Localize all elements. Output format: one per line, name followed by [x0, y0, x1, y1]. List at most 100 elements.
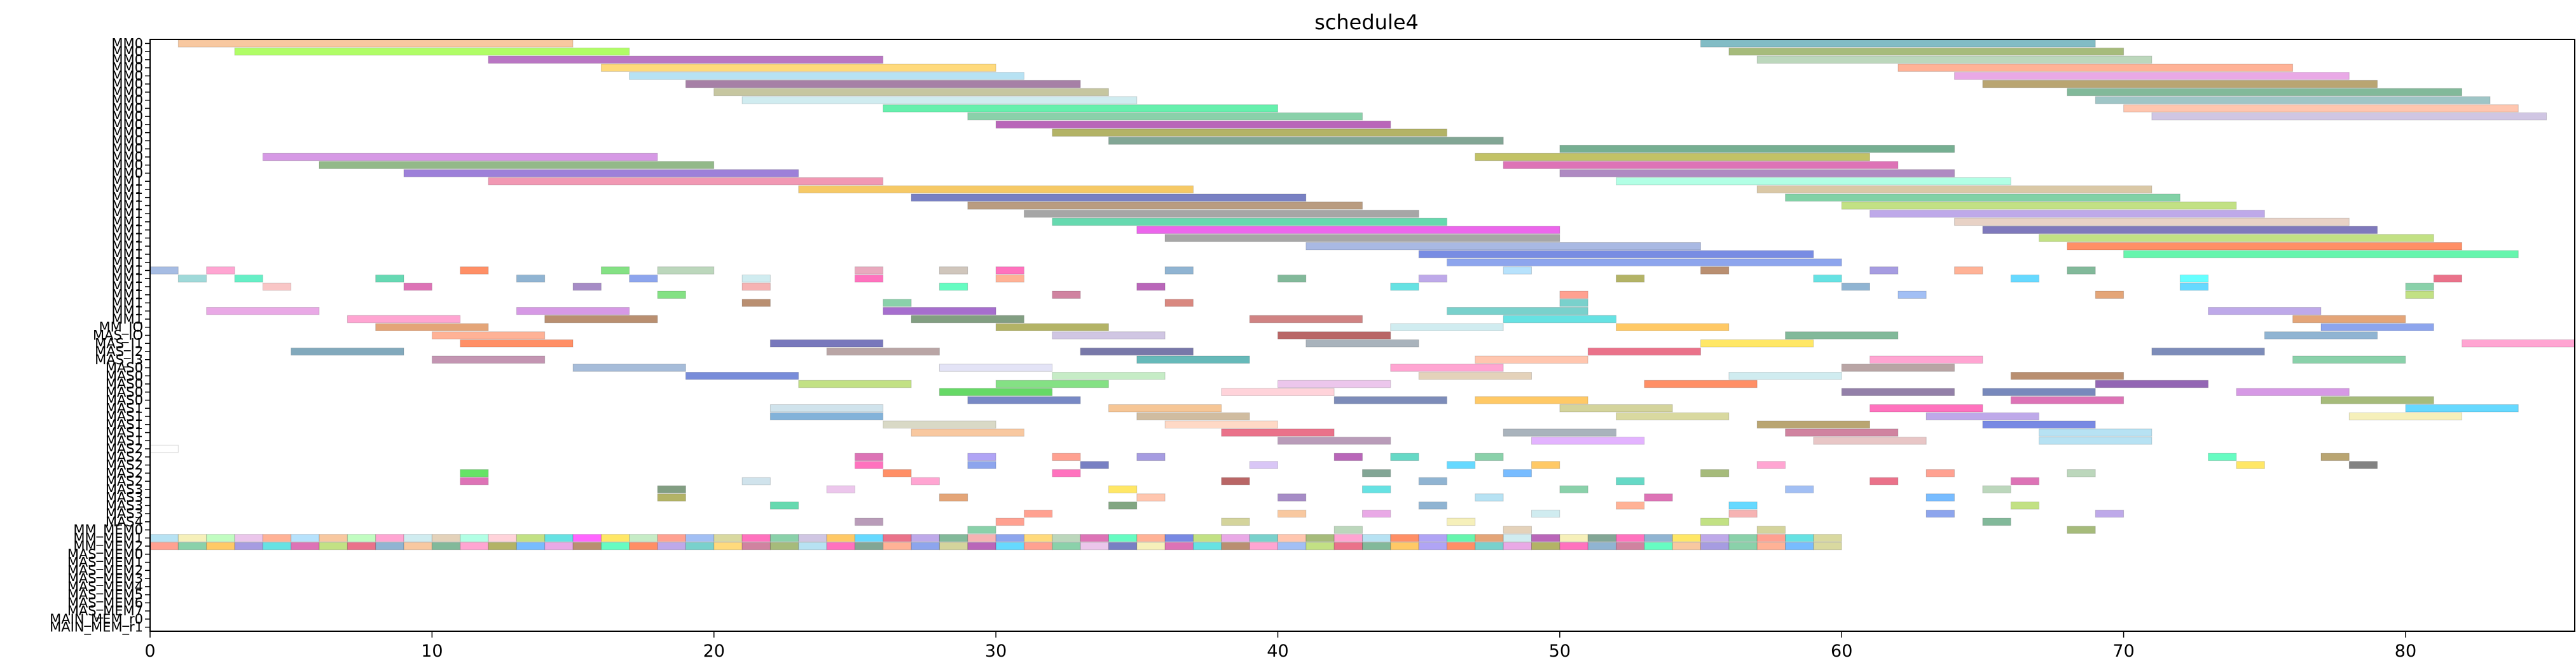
task-bar	[177, 534, 207, 542]
task-bar	[572, 282, 602, 291]
y-tick-label: MAIN_MEM_r0	[50, 612, 143, 627]
y-tick-label: MAIN_MEM_r1	[50, 620, 143, 636]
x-tick-label: 20	[703, 641, 725, 661]
y-tick-label: MAS0	[106, 376, 143, 392]
task-bar	[1503, 534, 1532, 542]
task-bar	[1925, 412, 2039, 421]
task-bar	[967, 461, 996, 469]
task-bar	[1644, 493, 1673, 502]
task-bar	[883, 469, 912, 477]
y-tick-label: MM1	[111, 296, 143, 311]
task-bar	[375, 275, 404, 283]
task-bar	[1052, 128, 1448, 137]
task-bar	[516, 534, 546, 542]
y-tick-label: MM0	[111, 76, 143, 92]
task-bar	[1475, 355, 1588, 364]
task-bar	[1333, 396, 1447, 404]
task-bar	[1052, 217, 1448, 226]
task-bar	[1052, 291, 1081, 299]
task-bar	[1362, 509, 1391, 518]
task-bar	[1756, 185, 2152, 194]
task-bar	[1362, 485, 1391, 494]
y-tick-label: MM1	[111, 222, 143, 238]
task-bar	[2405, 291, 2434, 299]
task-bar	[1108, 542, 1138, 550]
task-bar	[657, 291, 686, 299]
task-bar	[1700, 469, 1730, 477]
y-tick-label: MAS4	[106, 514, 143, 530]
task-bar	[657, 485, 686, 494]
task-bar	[1756, 461, 1786, 469]
task-bar	[1616, 477, 1645, 486]
task-bar	[1333, 526, 1363, 534]
task-bar	[769, 339, 884, 348]
task-bar	[1333, 534, 1363, 542]
y-tick-label: MAS1	[106, 433, 143, 448]
y-tick-label: MM1	[111, 303, 143, 318]
task-bar	[769, 534, 799, 542]
task-bar	[375, 542, 404, 550]
y-tick-label: MAS_IO	[93, 328, 143, 344]
task-bar	[572, 364, 686, 372]
task-bar	[1616, 534, 1645, 542]
task-bar	[854, 517, 884, 526]
task-bar	[516, 307, 630, 315]
task-bar	[1052, 542, 1081, 550]
task-bar	[460, 477, 489, 486]
task-bar	[1390, 282, 1419, 291]
task-bar	[1700, 517, 1730, 526]
task-bar	[1756, 55, 2152, 64]
task-bar	[967, 112, 1363, 121]
task-bar	[1418, 534, 1447, 542]
task-bar	[2067, 242, 2463, 250]
task-bar	[2264, 331, 2378, 339]
y-tick-label: MAS0	[106, 385, 143, 400]
task-bar	[1503, 542, 1532, 550]
task-bar	[1870, 266, 1899, 275]
task-bar	[1052, 372, 1166, 380]
x-tick-label: 80	[2395, 641, 2416, 661]
task-bar	[1136, 355, 1250, 364]
task-bar	[1813, 275, 1842, 283]
task-bar	[741, 542, 771, 550]
task-bar	[1390, 453, 1419, 461]
task-bar	[1221, 388, 1335, 396]
task-bar	[1418, 542, 1447, 550]
task-bar	[1841, 282, 1870, 291]
y-tick-label: MM0	[111, 158, 143, 173]
task-bar	[1278, 534, 1307, 542]
y-tick-label: MAS_MEM0	[67, 547, 143, 563]
task-bar	[234, 542, 263, 550]
task-bar	[1418, 477, 1447, 486]
task-bar	[1982, 388, 2096, 396]
task-bar	[375, 534, 404, 542]
task-bar	[544, 542, 574, 550]
task-bar	[741, 534, 771, 542]
y-tick-label: MAS1	[106, 400, 143, 416]
task-bar	[1700, 39, 2096, 48]
task-bar	[2010, 502, 2040, 510]
y-tick-label: MM1	[111, 238, 143, 254]
x-tick-label: 60	[1831, 641, 1852, 661]
y-tick-label: MM1	[111, 206, 143, 221]
task-bar	[262, 542, 292, 550]
task-bar	[967, 453, 996, 461]
task-bar	[347, 534, 376, 542]
y-tick-label: MM0	[111, 133, 143, 148]
task-bar	[516, 542, 546, 550]
task-bars	[149, 39, 2575, 550]
task-bar	[2123, 250, 2519, 259]
task-bar	[1559, 291, 1588, 299]
task-bar	[1785, 193, 2180, 202]
task-bar	[1559, 485, 1588, 494]
y-tick-label: MM1	[111, 263, 143, 278]
x-tick-label: 0	[144, 641, 155, 661]
task-bar	[911, 477, 940, 486]
task-bar	[1870, 404, 1983, 413]
task-bar	[939, 534, 968, 542]
task-bar	[460, 469, 489, 477]
task-bar	[347, 542, 376, 550]
y-tick-label: MM1	[111, 231, 143, 246]
task-bar	[939, 282, 968, 291]
task-bar	[713, 88, 1109, 97]
